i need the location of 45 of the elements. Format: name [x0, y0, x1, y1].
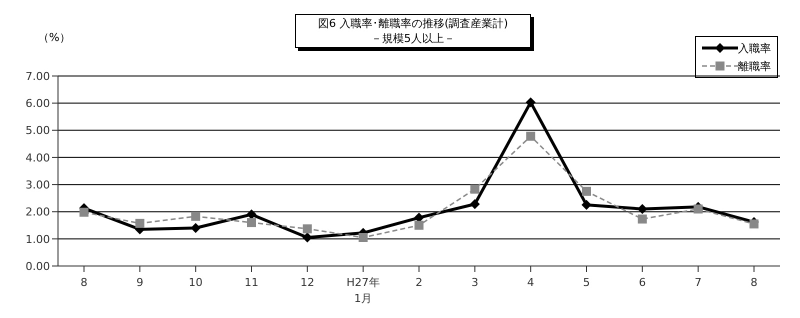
point: [302, 232, 312, 242]
y-tick-label: 2.00: [26, 206, 50, 219]
point: [302, 224, 312, 234]
x-tick-label: 6: [638, 276, 646, 289]
y-axis-title: （%）: [38, 30, 70, 45]
x-tick-label: 11: [244, 276, 258, 289]
point: [247, 218, 256, 228]
y-tick-label: 4.00: [26, 151, 50, 164]
x-tick-label: 10: [188, 276, 203, 289]
y-tick-label: 1.00: [26, 232, 50, 246]
point: [246, 209, 256, 220]
legend-label: 離職率: [738, 58, 771, 74]
x-tick-label: 2: [416, 276, 422, 289]
point: [190, 223, 201, 233]
x-tick-label: H27年 1月: [346, 276, 380, 305]
x-tick-label: 8: [80, 276, 88, 289]
y-tick-label: 7.00: [26, 70, 50, 83]
x-tick-label: 9: [136, 276, 144, 289]
point: [638, 214, 647, 224]
x-tick-label: 8: [750, 276, 758, 289]
y-tick-label: 3.00: [26, 178, 50, 192]
x-tick-label: 4: [527, 276, 534, 289]
y-tick-label: 6.00: [26, 97, 50, 110]
point: [80, 208, 88, 217]
x-tick-label: 3: [471, 276, 478, 289]
x-tick-label: 5: [583, 276, 590, 289]
chart-subtitle: －規模5人以上－: [370, 31, 456, 46]
point: [526, 97, 536, 108]
y-tick-label: 0.00: [26, 260, 50, 273]
y-tick-label: 5.00: [26, 124, 50, 138]
point: [470, 184, 480, 194]
point: [582, 200, 592, 210]
point: [637, 204, 648, 214]
x-tick-label: 7: [694, 276, 702, 289]
point: [470, 199, 480, 210]
point: [414, 220, 424, 230]
point: [358, 233, 368, 242]
point: [582, 186, 591, 196]
point: [135, 218, 144, 228]
chart-title: 図6 入職率･離職率の推移(調査産業計): [316, 16, 510, 31]
point: [191, 212, 200, 221]
point: [694, 204, 703, 214]
x-tick-label: 12: [300, 276, 314, 289]
point: [526, 132, 536, 141]
legend-label: 入職率: [738, 40, 771, 56]
